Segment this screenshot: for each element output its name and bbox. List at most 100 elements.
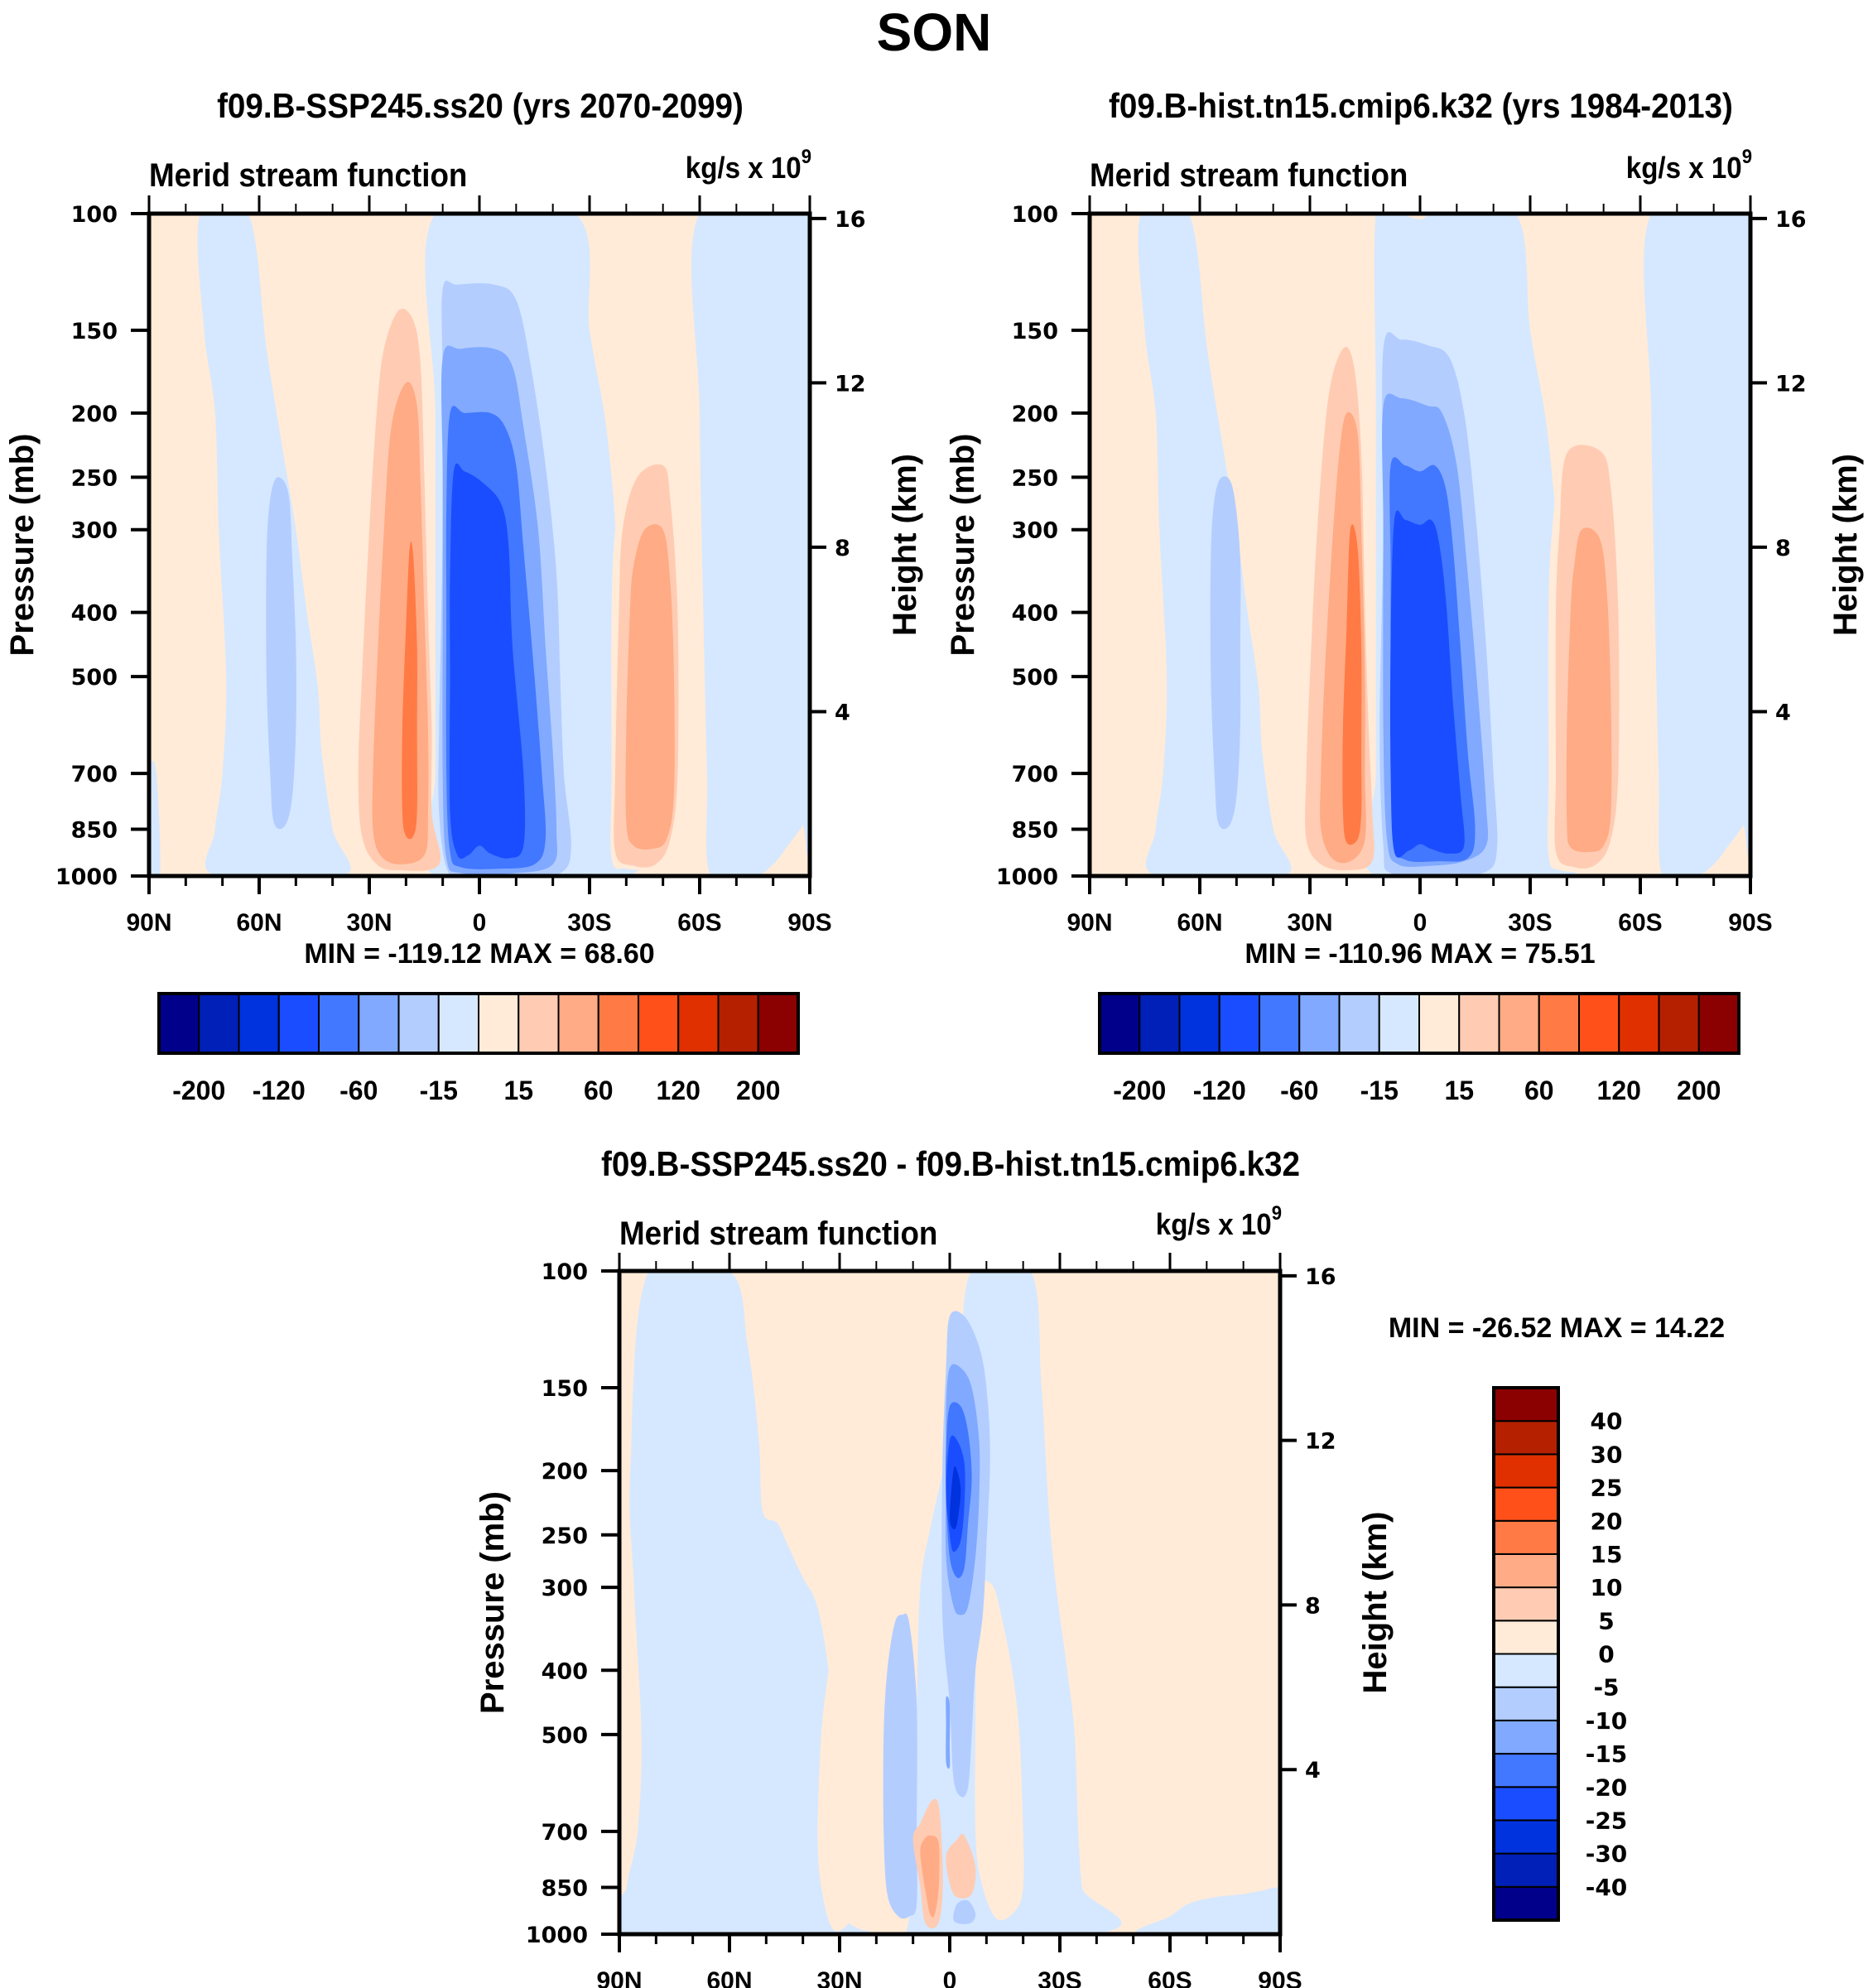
y-right-tick-label: 12	[835, 371, 866, 397]
colorbar-label: 15	[1444, 1076, 1474, 1105]
colorbar-box	[1493, 1653, 1559, 1688]
colorbar-box	[1338, 993, 1380, 1054]
contour-region	[402, 542, 417, 840]
colorbar-box	[518, 993, 560, 1054]
contour-region	[1210, 476, 1241, 830]
colorbar-box	[437, 993, 479, 1054]
y-tick-label: 400	[542, 1658, 588, 1684]
colorbar-box	[318, 993, 360, 1054]
panel3-units: kg/s x 109	[1068, 1202, 1282, 1242]
colorbar-box	[198, 993, 240, 1054]
colorbar-box	[638, 993, 680, 1054]
colorbar-label: -15	[1360, 1076, 1399, 1105]
colorbar-box	[1493, 1519, 1559, 1555]
x-tick-label: 90S	[787, 909, 831, 936]
contour-region	[950, 1466, 961, 1530]
x-tick-label: 60N	[1177, 909, 1222, 936]
y-right-tick-label: 8	[1775, 536, 1791, 561]
contour-region	[266, 477, 296, 830]
x-tick-label: 30N	[816, 1967, 862, 1988]
contour-region	[920, 1835, 940, 1918]
colorbar-label: 10	[1591, 1574, 1623, 1601]
contour-region	[946, 1833, 976, 1899]
colorbar-label: 60	[584, 1076, 614, 1105]
colorbar-label: -60	[339, 1076, 378, 1105]
y-tick-label: 700	[1012, 762, 1058, 787]
y-right-tick-label: 16	[1305, 1264, 1336, 1290]
colorbar-label: 40	[1591, 1408, 1623, 1435]
x-tick-label: 30N	[1287, 909, 1332, 936]
colorbar-label: 30	[1591, 1441, 1623, 1468]
colorbar-box	[1493, 1620, 1559, 1655]
colorbar-label: 0	[1598, 1641, 1614, 1668]
contour-field-panel3	[619, 1271, 1280, 1934]
colorbar-label: 120	[1597, 1076, 1641, 1105]
colorbar-box	[1493, 1786, 1559, 1822]
y-tick-label: 100	[542, 1259, 588, 1285]
y-tick-label: 200	[1012, 402, 1058, 427]
y-right-tick-label: 12	[1775, 371, 1807, 397]
contour-region	[883, 1613, 917, 1919]
axes-panel2: 90N 60N 30N 0 30S 60S 90S 100 150 200 250 300 400 500…	[945, 195, 1864, 936]
colorbar-panel3: -40 -30 -25 -20 -15 -10 -5 0 5 10 15 20 25 30 40	[1492, 1386, 1628, 1922]
y-axis-title: Pressure (mb)	[4, 434, 41, 657]
colorbar-label: -120	[253, 1076, 306, 1105]
x-tick-label: 90N	[1066, 909, 1112, 936]
contour-region	[1566, 527, 1612, 853]
colorbar-label: -30	[1586, 1841, 1628, 1868]
colorbar-box	[1658, 993, 1700, 1054]
x-tick-label: 30S	[1038, 1967, 1081, 1988]
colorbar-box	[358, 993, 400, 1054]
x-tick-label: 30S	[567, 909, 611, 936]
units-exponent: 9	[801, 146, 811, 168]
y-axis-title: Pressure (mb)	[474, 1491, 511, 1714]
contour-region	[149, 760, 161, 876]
y-tick-label: 200	[542, 1459, 588, 1485]
colorbar-label: -200	[1113, 1076, 1166, 1105]
units-exponent: 9	[1271, 1202, 1282, 1225]
axes-panel3: 90N 60N 30N 0 30S 60S 90S 100 150 200 250 300 400 500…	[474, 1253, 1394, 1988]
y-right-axis-title: Height (km)	[887, 454, 923, 636]
colorbar-box	[1493, 1852, 1559, 1888]
contour-region	[946, 1696, 951, 1769]
y-tick-label: 300	[1012, 518, 1058, 544]
x-tick-label: 0	[473, 909, 487, 936]
contour-region	[817, 1556, 880, 1932]
x-tick-label: 30S	[1508, 909, 1552, 936]
contour-region	[449, 463, 526, 859]
panel3-title: f09.B-SSP245.ss20 - f09.B-hist.tn15.cmip…	[600, 1144, 1301, 1183]
y-tick-label: 700	[542, 1820, 588, 1846]
colorbar-label: -200	[172, 1076, 225, 1105]
colorbar-box	[557, 993, 599, 1054]
colorbar-box	[1493, 1552, 1559, 1589]
contour-field-panel1	[149, 214, 810, 876]
y-right-axis-title: Height (km)	[1357, 1512, 1394, 1694]
y-right-tick-label: 8	[835, 536, 850, 561]
y-tick-label: 250	[1012, 465, 1058, 491]
contour-region	[953, 1899, 976, 1924]
y-tick-label: 1000	[526, 1923, 588, 1948]
colorbar-label: -120	[1193, 1076, 1246, 1105]
colorbar-box	[1697, 993, 1740, 1054]
colorbar-label: -15	[420, 1076, 458, 1105]
y-tick-label: 150	[1012, 319, 1058, 344]
y-right-tick-label: 8	[1305, 1593, 1321, 1619]
colorbar-box	[1218, 993, 1260, 1054]
x-tick-label: 90N	[596, 1967, 642, 1988]
colorbar-box	[1493, 1686, 1559, 1721]
colorbar-box	[1493, 1719, 1559, 1755]
x-tick-label: 90N	[126, 909, 171, 936]
colorbar-label: -40	[1586, 1874, 1628, 1901]
panel3-min-max: MIN = -26.52 MAX = 14.22	[1388, 1312, 1726, 1344]
y-right-tick-label: 12	[1305, 1429, 1336, 1455]
colorbar-box	[1578, 993, 1620, 1054]
colorbar-label: -10	[1586, 1707, 1628, 1735]
colorbar-box	[1139, 993, 1181, 1054]
colorbar-label: 120	[657, 1076, 700, 1105]
colorbar-box	[158, 993, 200, 1054]
y-tick-label: 1000	[996, 864, 1058, 890]
colorbar-box	[1259, 993, 1301, 1054]
panel2-units: kg/s x 109	[1538, 146, 1752, 185]
x-tick-label: 60N	[706, 1967, 752, 1988]
colorbar-box	[1493, 1753, 1559, 1788]
